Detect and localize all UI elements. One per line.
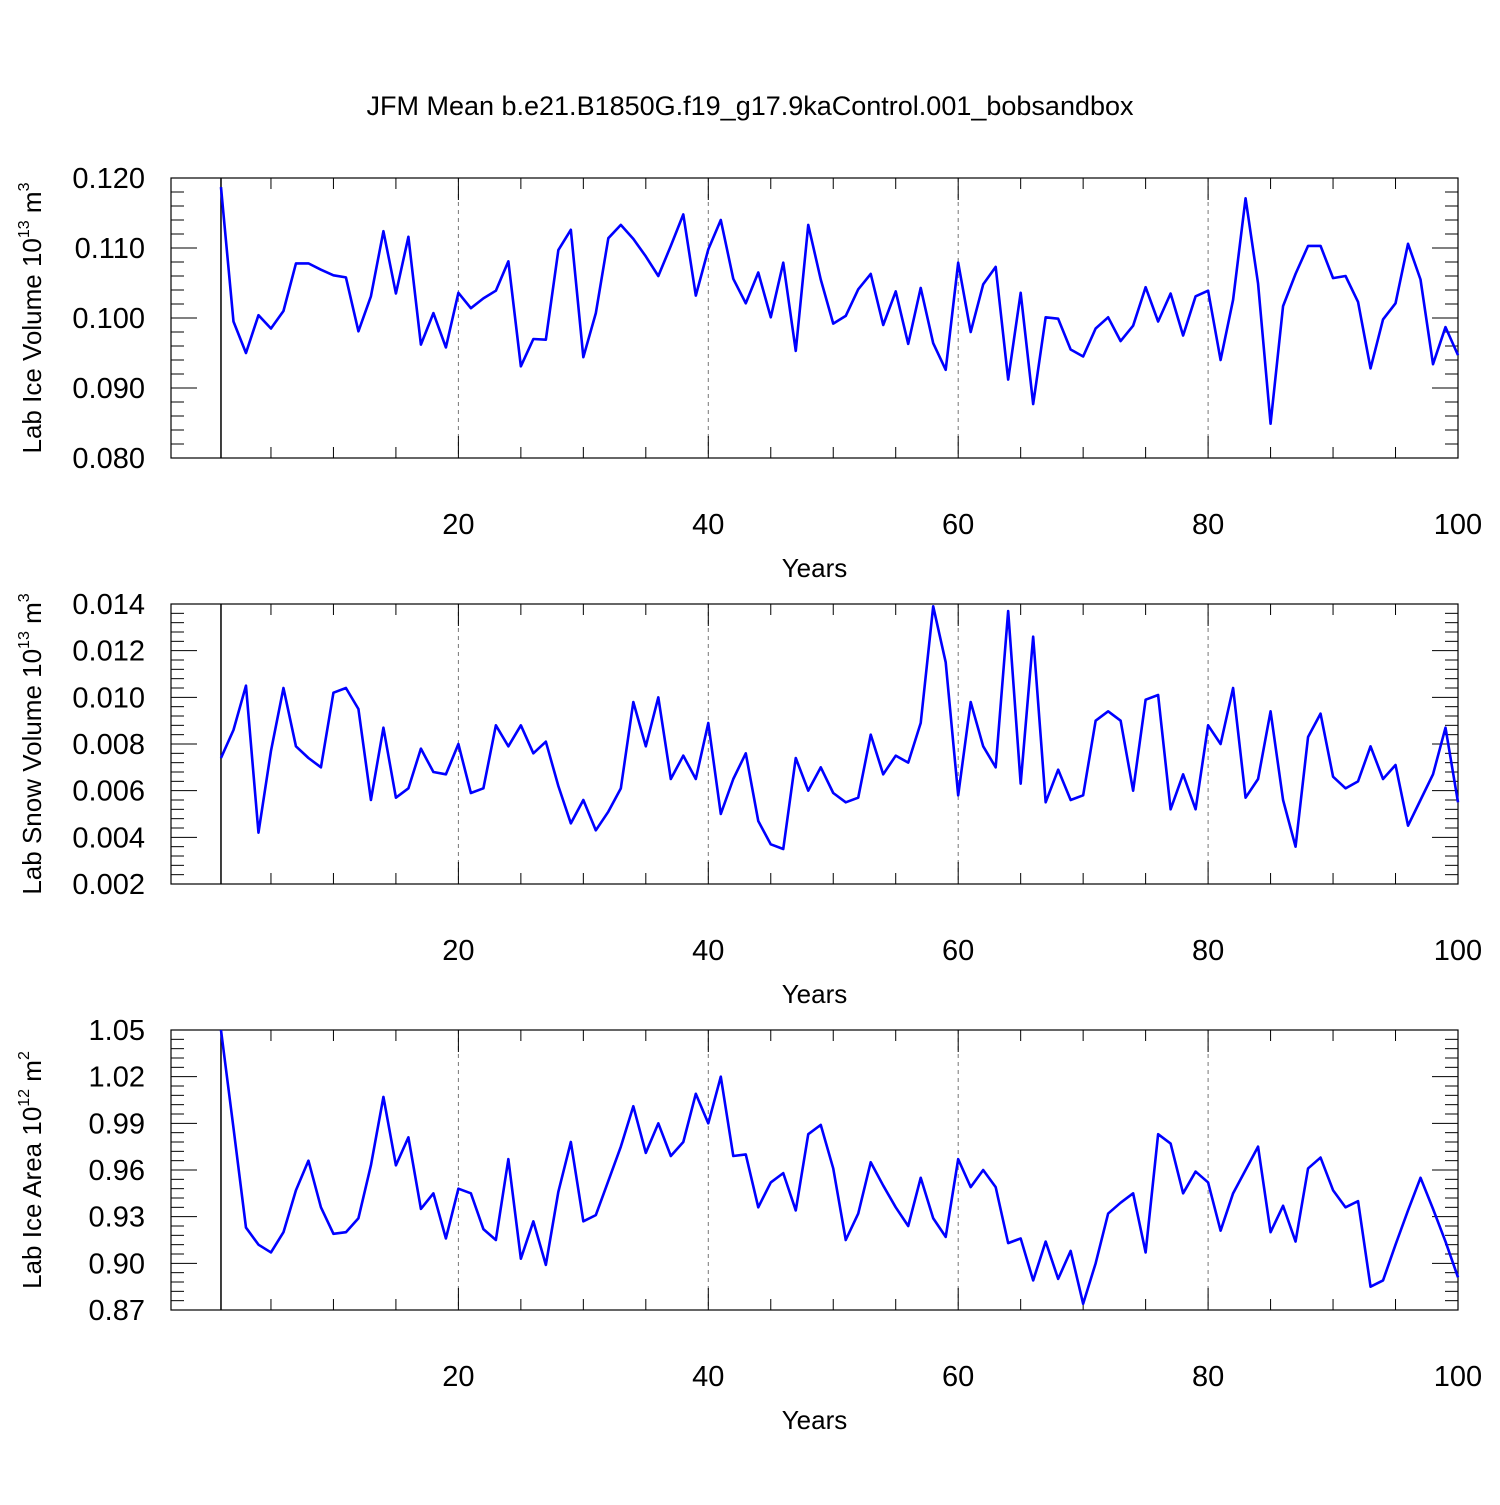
- plot-frame: [170, 1029, 1459, 1311]
- y-tick-label: 0.008: [72, 729, 145, 761]
- y-tick-label: 0.012: [72, 636, 145, 668]
- y-tick-label: 0.110: [75, 233, 145, 265]
- y-tick-label: 0.006: [72, 776, 145, 808]
- y-tick-label: 1.02: [89, 1062, 145, 1094]
- x-tick-label: 80: [1192, 1361, 1224, 1393]
- x-tick-label: 80: [1192, 509, 1224, 541]
- chart-panel-3: 20 40 60 80 100 0.87 0.90 0.93 0.96 0.99 1.02 1.05 Y…: [16, 1015, 1482, 1435]
- y-tick-label: 0.96: [89, 1155, 145, 1187]
- chart-panel-1: 20 40 60 80 100 0.080 0.090 0.100 0.110 0.120 Year…: [16, 163, 1482, 583]
- y-axis-title-text: Lab Snow Volume 10: [17, 649, 47, 895]
- y-tick-label: 0.004: [72, 822, 145, 854]
- x-axis-title: Years: [782, 979, 848, 1009]
- x-tick-label: 40: [692, 935, 724, 967]
- x-tick-label: 20: [442, 1361, 474, 1393]
- y-tick-label: 0.87: [89, 1295, 145, 1327]
- x-tick-label: 100: [1434, 509, 1482, 541]
- y-axis-title-unit-exponent: 2: [16, 1051, 33, 1060]
- x-tick-label: 40: [692, 509, 724, 541]
- y-tick-label: 0.93: [89, 1202, 145, 1234]
- x-tick-label: 20: [442, 509, 474, 541]
- x-tick-label: 100: [1434, 1361, 1482, 1393]
- x-tick-label: 60: [942, 509, 974, 541]
- x-axis-title: Years: [782, 553, 848, 583]
- x-tick-label: 80: [1192, 935, 1224, 967]
- y-tick-label: 0.010: [72, 682, 145, 714]
- y-axis-title: Lab Ice Volume 1013 m3: [16, 182, 47, 453]
- y-axis-title-unit: m: [17, 1060, 47, 1089]
- chart-panel-2: 20 40 60 80 100 0.002 0.004 0.006 0.008 0.010 0.01…: [16, 589, 1482, 1009]
- series-line: [219, 605, 1460, 851]
- y-axis-title-unit-exponent: 3: [16, 593, 33, 602]
- y-axis-title-unit: m: [17, 191, 47, 220]
- y-axis-title: Lab Ice Area 1012 m2: [16, 1051, 47, 1289]
- x-tick-label: 100: [1434, 935, 1482, 967]
- y-axis-title-unit: m: [17, 602, 47, 631]
- y-axis-title-exponent: 12: [16, 1089, 33, 1107]
- y-tick-label: 0.99: [89, 1108, 145, 1140]
- y-tick-label: 0.014: [72, 589, 145, 621]
- series-line: [219, 1029, 1460, 1306]
- y-axis-title-text: Lab Ice Volume 10: [17, 238, 47, 453]
- y-tick-label: 0.100: [72, 303, 145, 335]
- y-tick-label: 0.90: [89, 1248, 145, 1280]
- y-axis-title-exponent: 13: [16, 631, 33, 649]
- y-tick-label: 1.05: [89, 1015, 145, 1047]
- x-tick-label: 20: [442, 935, 474, 967]
- y-tick-label: 0.002: [72, 869, 145, 901]
- x-tick-label: 60: [942, 1361, 974, 1393]
- x-tick-label: 40: [692, 1361, 724, 1393]
- y-axis-title: Lab Snow Volume 1013 m3: [16, 593, 47, 894]
- y-axis-title-unit-exponent: 3: [16, 182, 33, 191]
- y-tick-label: 0.120: [72, 163, 145, 195]
- y-tick-label: 0.090: [72, 373, 145, 405]
- y-tick-label: 0.080: [72, 443, 145, 475]
- chart-title: JFM Mean b.e21.B1850G.f19_g17.9kaControl…: [366, 91, 1134, 121]
- x-axis-title: Years: [782, 1405, 848, 1435]
- y-axis-title-text: Lab Ice Area 10: [17, 1107, 47, 1289]
- y-axis-title-exponent: 13: [16, 220, 33, 238]
- x-tick-label: 60: [942, 935, 974, 967]
- series-line: [219, 186, 1460, 426]
